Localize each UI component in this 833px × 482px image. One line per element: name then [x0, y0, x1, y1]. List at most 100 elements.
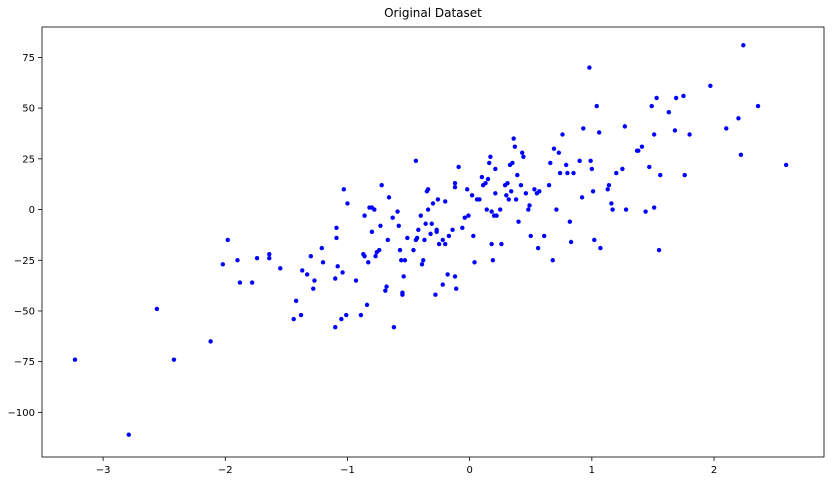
data-point [527, 203, 532, 208]
data-point [523, 191, 529, 196]
data-point [344, 312, 349, 318]
data-point [581, 126, 586, 131]
data-point [649, 103, 654, 109]
y-tick-label: 75 [22, 53, 35, 64]
data-point [465, 187, 470, 192]
data-point [654, 95, 659, 101]
data-point [364, 302, 370, 308]
data-point [416, 227, 421, 233]
data-point [171, 357, 177, 362]
data-point [377, 247, 382, 253]
x-tick-label: 2 [711, 465, 717, 476]
data-point [519, 150, 525, 155]
data-point [537, 189, 542, 194]
y-tick-label: 25 [22, 154, 35, 165]
data-point [598, 245, 603, 251]
data-point [385, 237, 390, 243]
data-point [320, 260, 326, 265]
data-point [605, 187, 610, 192]
y-tick-label: −50 [14, 306, 35, 317]
data-point [436, 241, 442, 247]
y-tick-label: −25 [14, 256, 35, 267]
data-point [319, 245, 325, 251]
data-point [510, 160, 515, 166]
data-point [249, 280, 255, 285]
data-point [435, 197, 441, 202]
data-point [588, 158, 593, 164]
data-point [485, 176, 491, 182]
data-point [450, 227, 455, 233]
x-tick-label: 0 [466, 465, 472, 476]
x-tick-label: 1 [589, 465, 595, 476]
data-point [563, 162, 569, 168]
data-point [643, 209, 648, 214]
data-point [452, 185, 458, 190]
data-point [425, 187, 431, 192]
data-point [610, 207, 615, 212]
data-point [484, 207, 489, 212]
data-point [440, 282, 445, 287]
data-point [651, 132, 657, 137]
data-point [724, 126, 729, 131]
data-point [425, 207, 431, 212]
data-point [509, 189, 514, 194]
data-point [515, 172, 520, 178]
data-point [587, 65, 592, 70]
data-point [358, 312, 364, 318]
x-axis: −3 −2 −1 0 1 2 [96, 457, 717, 476]
data-point [293, 298, 299, 304]
data-point [378, 223, 383, 228]
data-point [493, 191, 498, 196]
data-point [312, 278, 317, 283]
data-point [126, 432, 131, 437]
data-point [225, 237, 230, 243]
data-point [488, 154, 493, 160]
data-point [571, 170, 576, 176]
data-point [489, 241, 494, 247]
data-point [340, 270, 345, 275]
data-point [518, 183, 524, 188]
data-point [267, 251, 272, 257]
data-point [362, 213, 367, 218]
data-point [783, 162, 789, 168]
data-point [278, 266, 283, 271]
data-point [577, 158, 582, 164]
data-point [402, 258, 408, 263]
data-point [672, 128, 678, 133]
data-point [606, 183, 612, 188]
data-point [556, 150, 562, 155]
data-point [454, 286, 459, 291]
data-point [373, 253, 378, 259]
data-point [423, 221, 428, 226]
data-point [554, 207, 559, 212]
data-points [72, 43, 789, 437]
data-point [541, 233, 547, 239]
y-tick-label: 50 [22, 104, 35, 115]
data-point [220, 262, 226, 267]
data-point [334, 235, 339, 241]
data-point [477, 197, 482, 202]
data-point [656, 247, 662, 253]
data-point [493, 166, 498, 172]
data-point [687, 132, 692, 137]
data-point [208, 339, 213, 344]
data-point [386, 195, 392, 200]
data-point [334, 225, 339, 231]
data-point [400, 292, 405, 297]
data-point [443, 241, 448, 247]
data-point [362, 253, 367, 259]
data-point [512, 144, 518, 149]
data-point [636, 148, 641, 153]
data-point [589, 166, 595, 172]
data-point [452, 180, 458, 186]
y-tick-label: 0 [29, 205, 35, 216]
data-point [596, 130, 602, 135]
data-point [506, 197, 511, 202]
data-point [498, 207, 503, 212]
data-point [682, 172, 687, 178]
data-point [369, 229, 375, 235]
data-point [755, 103, 761, 109]
data-point [397, 247, 403, 253]
data-point [413, 158, 419, 164]
